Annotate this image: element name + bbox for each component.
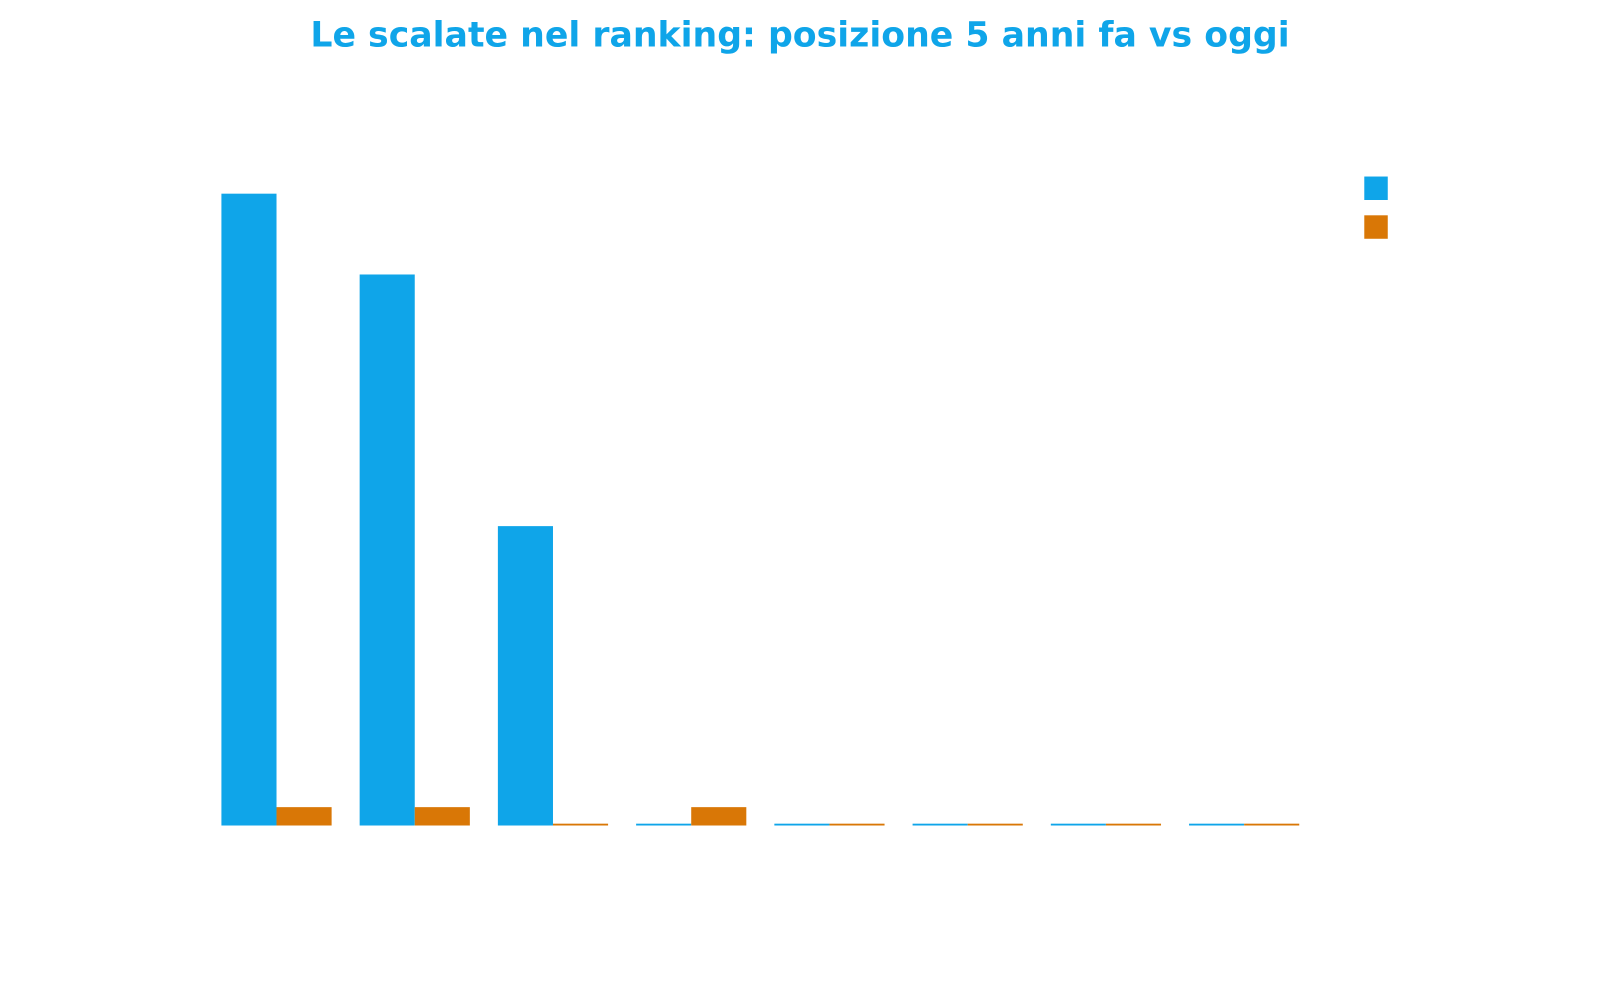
bar [276, 807, 332, 826]
bar [636, 823, 692, 826]
legend-swatch [1364, 215, 1388, 239]
bar [1244, 823, 1300, 826]
bar [497, 526, 553, 826]
bar [359, 274, 415, 826]
bar [1050, 823, 1106, 826]
bar [221, 193, 277, 826]
bar [774, 823, 830, 826]
bar [1189, 823, 1245, 826]
bar [829, 823, 885, 826]
bar [691, 807, 747, 826]
bar [1105, 823, 1162, 826]
bar [912, 823, 968, 826]
chart-title: Le scalate nel ranking: posizione 5 anni… [310, 16, 1289, 56]
bar [967, 823, 1023, 826]
bar [414, 807, 470, 826]
legend-swatch [1364, 176, 1388, 200]
bar [552, 823, 609, 826]
